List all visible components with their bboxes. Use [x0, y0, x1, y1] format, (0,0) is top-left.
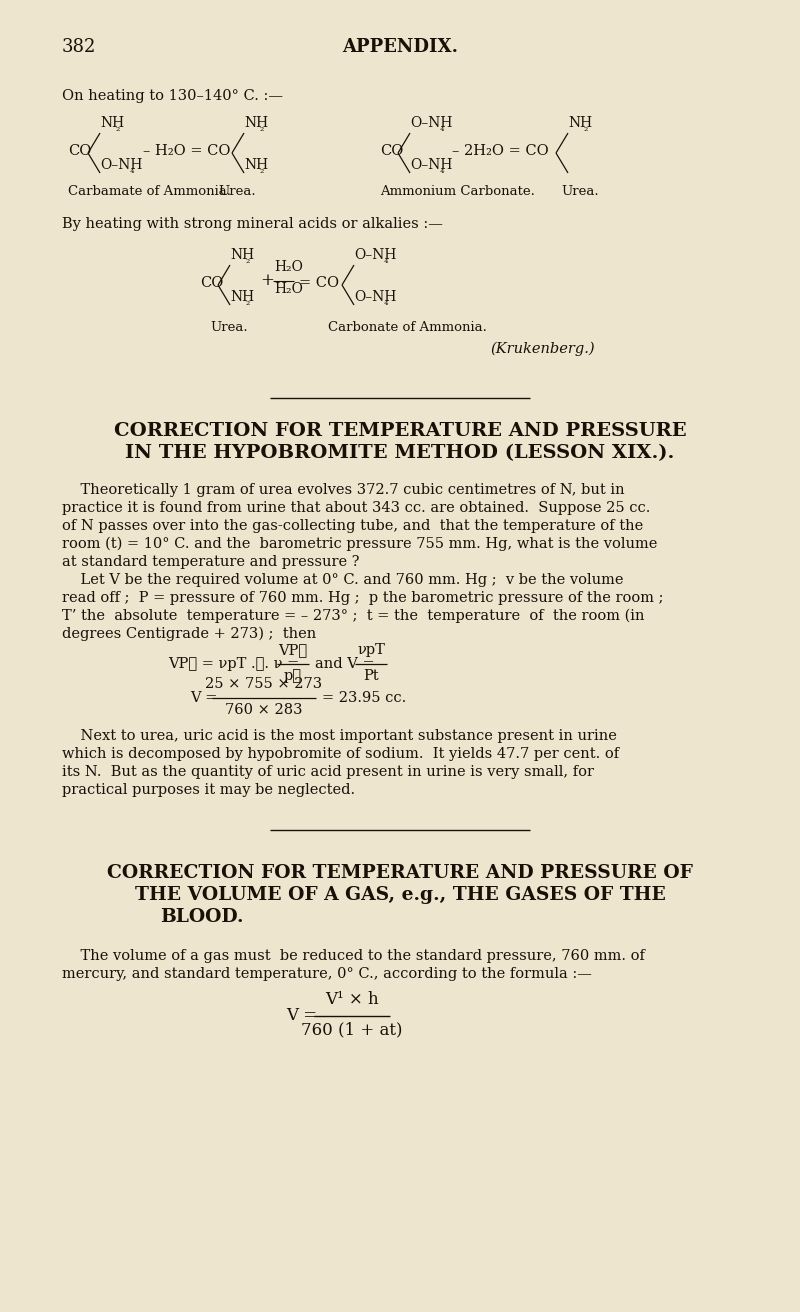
Text: NH: NH — [100, 115, 124, 130]
Text: V¹ × h: V¹ × h — [325, 991, 379, 1008]
Text: Pt: Pt — [363, 669, 379, 684]
Text: CO: CO — [68, 144, 91, 157]
Text: practice it is found from urine that about 343 cc. are obtained.  Suppose 25 cc.: practice it is found from urine that abo… — [62, 501, 650, 516]
Text: – 2H₂O = CO: – 2H₂O = CO — [452, 144, 549, 157]
Text: p⊼: p⊼ — [284, 669, 302, 684]
Text: 25 × 755 × 273: 25 × 755 × 273 — [206, 677, 322, 691]
Text: NH: NH — [230, 248, 254, 262]
Text: ₄: ₄ — [440, 123, 445, 133]
Text: BLOOD.: BLOOD. — [160, 908, 243, 926]
Text: By heating with strong mineral acids or alkalies :—: By heating with strong mineral acids or … — [62, 216, 443, 231]
Text: Carbamate of Ammonia.: Carbamate of Ammonia. — [68, 185, 231, 198]
Text: ₄: ₄ — [384, 255, 389, 265]
Text: APPENDIX.: APPENDIX. — [342, 38, 458, 56]
Text: which is decomposed by hypobromite of sodium.  It yields 47.7 per cent. of: which is decomposed by hypobromite of so… — [62, 747, 619, 761]
Text: 760 (1 + at): 760 (1 + at) — [302, 1021, 402, 1038]
Text: its N.  But as the quantity of uric acid present in urine is very small, for: its N. But as the quantity of uric acid … — [62, 765, 594, 779]
Text: O–NH: O–NH — [354, 290, 396, 304]
Text: VPℓ: VPℓ — [278, 643, 307, 657]
Text: O–NH: O–NH — [100, 157, 142, 172]
Text: Urea.: Urea. — [561, 185, 598, 198]
Text: mercury, and standard temperature, 0° C., according to the formula :—: mercury, and standard temperature, 0° C.… — [62, 967, 592, 981]
Text: read off ;  P = pressure of 760 mm. Hg ;  p the barometric pressure of the room : read off ; P = pressure of 760 mm. Hg ; … — [62, 590, 663, 605]
Text: (Krukenberg.): (Krukenberg.) — [490, 341, 594, 356]
Text: ₂: ₂ — [246, 255, 250, 265]
Text: IN THE HYPOBROMITE METHOD (LESSON XIX.).: IN THE HYPOBROMITE METHOD (LESSON XIX.). — [126, 443, 674, 462]
Text: ₂: ₂ — [260, 165, 264, 174]
Text: ₄: ₄ — [440, 165, 445, 174]
Text: degrees Centigrade + 273) ;  then: degrees Centigrade + 273) ; then — [62, 627, 316, 642]
Text: at standard temperature and pressure ?: at standard temperature and pressure ? — [62, 555, 359, 569]
Text: νpT: νpT — [357, 643, 385, 657]
Text: 760 × 283: 760 × 283 — [226, 703, 302, 716]
Text: and V =: and V = — [315, 657, 374, 670]
Text: = 23.95 cc.: = 23.95 cc. — [322, 691, 406, 705]
Text: – H₂O = CO: – H₂O = CO — [143, 144, 230, 157]
Text: room (t) = 10° C. and the  barometric pressure 755 mm. Hg, what is the volume: room (t) = 10° C. and the barometric pre… — [62, 537, 658, 551]
Text: +: + — [260, 272, 274, 289]
Text: H₂O: H₂O — [274, 282, 303, 297]
Text: Urea.: Urea. — [210, 321, 248, 335]
Text: practical purposes it may be neglected.: practical purposes it may be neglected. — [62, 783, 355, 796]
Text: NH: NH — [568, 115, 592, 130]
Text: THE VOLUME OF A GAS, e.g., THE GASES OF THE: THE VOLUME OF A GAS, e.g., THE GASES OF … — [134, 886, 666, 904]
Text: ₂: ₂ — [246, 297, 250, 307]
Text: ₂: ₂ — [116, 123, 120, 133]
Text: The volume of a gas must  be reduced to the standard pressure, 760 mm. of: The volume of a gas must be reduced to t… — [62, 949, 645, 963]
Text: T’ the  absolute  temperature = – 273° ;  t = the  temperature  of  the room (in: T’ the absolute temperature = – 273° ; t… — [62, 609, 645, 623]
Text: NH: NH — [244, 115, 268, 130]
Text: V =: V = — [190, 691, 218, 705]
Text: CO: CO — [380, 144, 403, 157]
Text: CORRECTION FOR TEMPERATURE AND PRESSURE OF: CORRECTION FOR TEMPERATURE AND PRESSURE … — [107, 865, 693, 882]
Text: ₂: ₂ — [260, 123, 264, 133]
Text: NH: NH — [230, 290, 254, 304]
Text: H₂O: H₂O — [274, 260, 303, 274]
Text: ₄: ₄ — [130, 165, 134, 174]
Text: Carbonate of Ammonia.: Carbonate of Ammonia. — [328, 321, 487, 335]
Text: NH: NH — [244, 157, 268, 172]
Text: On heating to 130–140° C. :—: On heating to 130–140° C. :— — [62, 89, 283, 104]
Text: VPℓ = νpT .∴. ν =: VPℓ = νpT .∴. ν = — [168, 657, 299, 670]
Text: O–NH: O–NH — [354, 248, 396, 262]
Text: O–NH: O–NH — [410, 115, 452, 130]
Text: CORRECTION FOR TEMPERATURE AND PRESSURE: CORRECTION FOR TEMPERATURE AND PRESSURE — [114, 422, 686, 440]
Text: = CO: = CO — [299, 276, 339, 290]
Text: Let V be the required volume at 0° C. and 760 mm. Hg ;  v be the volume: Let V be the required volume at 0° C. an… — [62, 573, 623, 586]
Text: V =: V = — [286, 1008, 317, 1023]
Text: O–NH: O–NH — [410, 157, 452, 172]
Text: ₂: ₂ — [584, 123, 588, 133]
Text: ₄: ₄ — [384, 297, 389, 307]
Text: Theoretically 1 gram of urea evolves 372.7 cubic centimetres of N, but in: Theoretically 1 gram of urea evolves 372… — [62, 483, 625, 497]
Text: 382: 382 — [62, 38, 96, 56]
Text: Urea.: Urea. — [218, 185, 256, 198]
Text: CO: CO — [200, 276, 223, 290]
Text: Ammonium Carbonate.: Ammonium Carbonate. — [380, 185, 535, 198]
Text: Next to urea, uric acid is the most important substance present in urine: Next to urea, uric acid is the most impo… — [62, 729, 617, 743]
Text: of N passes over into the gas-collecting tube, and  that the temperature of the: of N passes over into the gas-collecting… — [62, 520, 643, 533]
